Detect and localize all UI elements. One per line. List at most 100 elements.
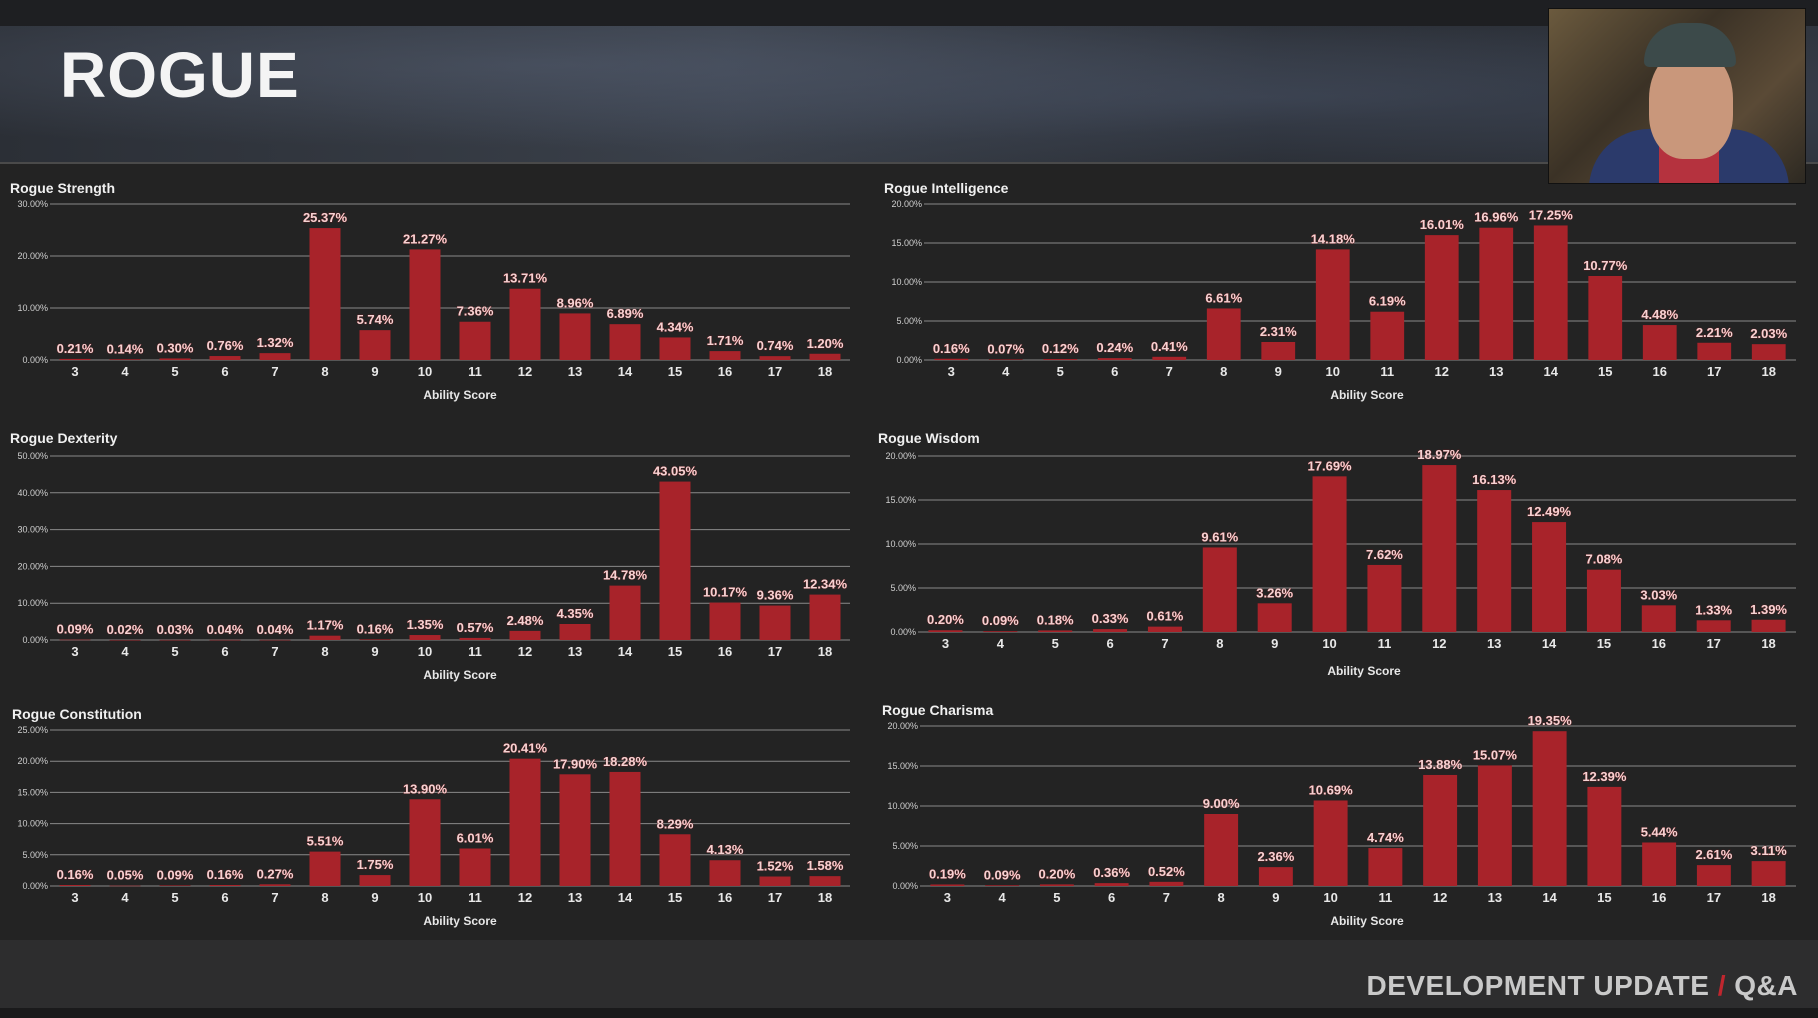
bar — [359, 639, 391, 640]
x-tick-label: 7 — [271, 644, 278, 659]
bar — [1479, 227, 1514, 360]
chart-plot: 0.00% 10.00% 20.00% 30.00% 0.21% 3 0.14% 4 0.30%… — [17, 199, 850, 379]
y-tick-label: 20.00% — [17, 561, 48, 571]
bar — [609, 585, 641, 640]
bar — [109, 639, 141, 641]
x-tick-label: 8 — [321, 644, 328, 659]
data-label: 0.27% — [257, 866, 294, 881]
bar — [759, 605, 791, 640]
data-label: 1.20% — [807, 336, 844, 351]
data-label: 2.21% — [1696, 325, 1733, 340]
data-label: 5.74% — [357, 312, 394, 327]
x-tick-label: 14 — [1544, 364, 1559, 379]
x-tick-label: 13 — [568, 364, 582, 379]
bar — [985, 885, 1020, 886]
chart-title: Rogue Charisma — [882, 702, 994, 718]
x-tick-label: 9 — [1275, 364, 1282, 379]
bar — [1587, 786, 1622, 886]
x-tick-label: 18 — [818, 364, 832, 379]
bar — [59, 358, 91, 360]
data-label: 0.52% — [1148, 864, 1185, 879]
data-label: 16.13% — [1472, 472, 1517, 487]
y-tick-label: 20.00% — [887, 721, 918, 731]
x-tick-label: 16 — [718, 644, 732, 659]
chart-title: Rogue Dexterity — [10, 430, 118, 446]
bar — [1312, 476, 1347, 632]
y-tick-label: 15.00% — [887, 761, 918, 771]
y-tick-label: 0.00% — [22, 881, 48, 891]
x-tick-label: 5 — [171, 644, 178, 659]
chart-title: Rogue Intelligence — [884, 180, 1009, 196]
data-label: 1.17% — [307, 618, 344, 633]
data-label: 2.48% — [507, 613, 544, 628]
bar — [609, 324, 641, 360]
x-tick-label: 10 — [418, 364, 432, 379]
banner-top-strip — [0, 0, 1818, 26]
x-tick-label: 13 — [1489, 364, 1503, 379]
data-label: 43.05% — [653, 464, 698, 479]
data-label: 7.08% — [1586, 552, 1623, 567]
data-label: 17.90% — [553, 756, 598, 771]
bar — [1697, 342, 1732, 360]
x-axis-label: Ability Score — [423, 914, 497, 928]
y-tick-label: 15.00% — [891, 238, 922, 248]
data-label: 25.37% — [303, 210, 348, 225]
footer-left-text: DEVELOPMENT UPDATE — [1366, 970, 1710, 1001]
bar — [509, 288, 541, 360]
footer-band — [0, 940, 1818, 1008]
x-tick-label: 3 — [948, 364, 955, 379]
x-tick-label: 14 — [1542, 636, 1557, 651]
x-tick-label: 9 — [371, 364, 378, 379]
bar — [1422, 465, 1457, 632]
x-tick-label: 10 — [1322, 636, 1336, 651]
bar — [159, 358, 191, 360]
bar — [1093, 629, 1128, 632]
bar — [1094, 883, 1129, 886]
bar — [1532, 522, 1567, 632]
bar — [983, 631, 1018, 632]
data-label: 0.76% — [207, 338, 244, 353]
data-label: 0.24% — [1096, 340, 1133, 355]
x-tick-label: 16 — [718, 364, 732, 379]
x-tick-label: 16 — [1652, 890, 1666, 905]
chart-wisdom: Rogue Wisdom 0.00% 5.00% 10.00% 15.00% 20.00… — [878, 428, 1804, 684]
y-tick-label: 20.00% — [891, 199, 922, 209]
data-label: 1.52% — [757, 859, 794, 874]
bar — [1313, 800, 1348, 886]
data-label: 0.21% — [57, 341, 94, 356]
data-label: 16.96% — [1474, 210, 1519, 225]
x-tick-label: 14 — [618, 364, 633, 379]
data-label: 1.39% — [1750, 602, 1787, 617]
x-tick-label: 6 — [221, 644, 228, 659]
data-label: 4.48% — [1641, 307, 1678, 322]
x-tick-label: 17 — [1707, 364, 1721, 379]
y-tick-label: 50.00% — [17, 451, 48, 461]
bar — [1368, 848, 1403, 886]
bar — [209, 356, 241, 360]
bar — [309, 228, 341, 360]
bar — [1423, 774, 1458, 886]
bar — [509, 758, 541, 886]
data-label: 0.04% — [207, 622, 244, 637]
x-axis-label: Ability Score — [423, 388, 497, 402]
x-tick-label: 6 — [221, 890, 228, 905]
chart-plot: 0.00% 5.00% 10.00% 15.00% 20.00% 0.20% 3 0.09% 4… — [885, 447, 1796, 651]
x-tick-label: 11 — [1379, 890, 1393, 905]
data-label: 0.74% — [757, 338, 794, 353]
x-tick-label: 18 — [818, 890, 832, 905]
bar — [809, 876, 841, 886]
x-tick-label: 18 — [818, 644, 832, 659]
bar — [59, 885, 91, 886]
data-label: 12.34% — [803, 577, 848, 592]
bar — [1424, 235, 1459, 360]
data-label: 0.09% — [984, 867, 1021, 882]
x-tick-label: 14 — [618, 890, 633, 905]
bar — [1696, 620, 1731, 632]
bar — [709, 860, 741, 886]
data-label: 0.14% — [107, 341, 144, 356]
bar — [1586, 569, 1621, 632]
y-tick-label: 0.00% — [892, 881, 918, 891]
data-label: 1.35% — [407, 617, 444, 632]
x-tick-label: 4 — [121, 644, 129, 659]
x-tick-label: 12 — [518, 364, 532, 379]
